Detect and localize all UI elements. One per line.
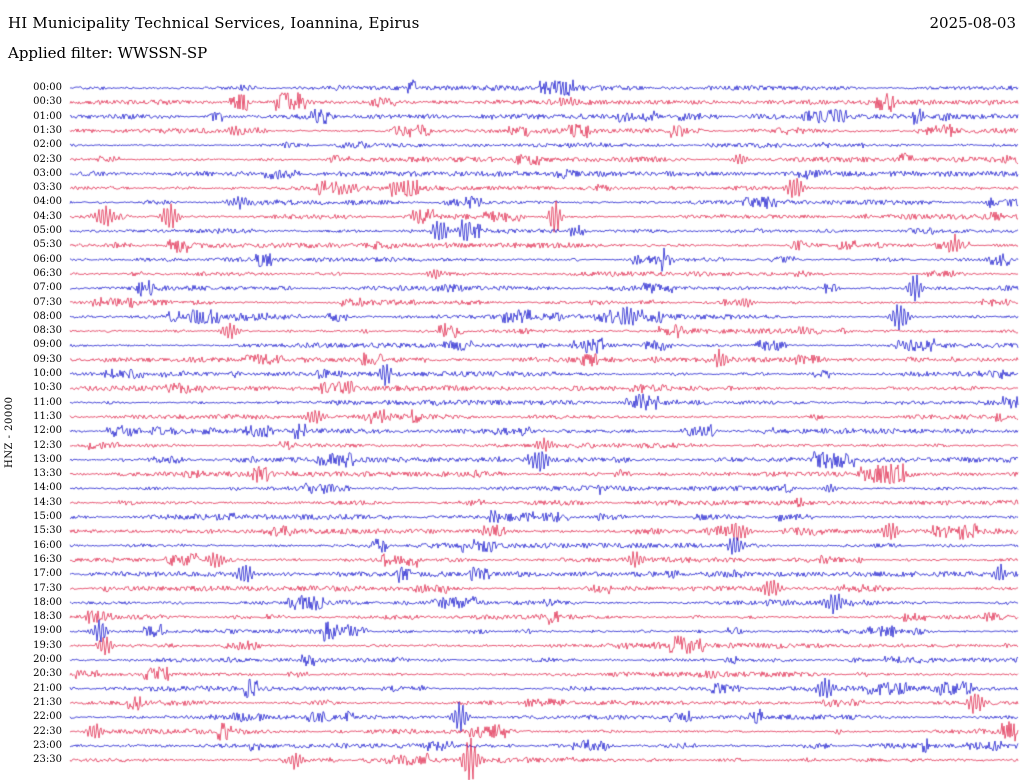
row-label: 04:00: [33, 196, 62, 208]
row-label: 09:00: [33, 339, 62, 351]
row-label: 01:00: [33, 110, 62, 122]
row-label: 07:00: [33, 282, 62, 294]
filter-label: Applied filter: WWSSN-SP: [8, 44, 208, 62]
row-label: 09:30: [33, 353, 62, 365]
row-label: 21:30: [33, 696, 62, 708]
row-label: 18:30: [33, 611, 62, 623]
row-label: 11:00: [33, 396, 62, 408]
row-label: 13:00: [33, 453, 62, 465]
row-label: 15:00: [33, 511, 62, 522]
row-label: 04:30: [33, 210, 62, 222]
row-label: 23:30: [33, 754, 62, 766]
row-label: 06:30: [33, 267, 62, 279]
row-label: 23:00: [33, 739, 62, 751]
row-label: 11:30: [33, 410, 62, 422]
row-label: 06:00: [33, 253, 62, 265]
row-label: 12:30: [33, 439, 62, 451]
row-label: 03:30: [33, 182, 62, 194]
row-label: 20:30: [33, 668, 62, 680]
row-label: 05:30: [33, 239, 62, 251]
row-label: 22:00: [33, 711, 62, 723]
row-label: 07:30: [33, 296, 62, 308]
page-title: HI Municipality Technical Services, Ioan…: [8, 14, 420, 32]
row-label: 19:00: [33, 625, 62, 637]
row-label: 14:30: [33, 496, 62, 508]
row-label: 01:30: [33, 124, 62, 136]
row-label: 10:00: [33, 368, 62, 379]
row-label: 21:00: [33, 682, 62, 694]
row-label: 08:00: [33, 310, 62, 322]
row-label: 16:00: [33, 539, 62, 551]
row-label: 18:00: [33, 596, 62, 608]
row-label: 15:30: [33, 525, 62, 537]
row-label: 00:30: [33, 96, 62, 108]
row-label: 02:00: [33, 139, 62, 151]
row-label: 16:30: [33, 553, 62, 565]
row-label: 12:00: [33, 425, 62, 437]
row-label: 00:00: [33, 82, 62, 93]
row-label: 03:00: [33, 167, 62, 179]
row-label: 10:30: [33, 382, 62, 394]
row-label: 13:30: [33, 468, 62, 480]
row-label: 19:30: [33, 639, 62, 651]
row-label: 17:30: [33, 582, 62, 594]
date-label: 2025-08-03: [929, 14, 1016, 32]
row-label: 22:30: [33, 725, 62, 737]
row-label: 05:00: [33, 225, 62, 236]
row-label: 02:30: [33, 153, 62, 165]
row-label: 17:00: [33, 568, 62, 580]
row-label: 08:30: [33, 325, 62, 337]
row-label: 14:00: [33, 482, 62, 494]
row-label: 20:00: [33, 654, 62, 665]
